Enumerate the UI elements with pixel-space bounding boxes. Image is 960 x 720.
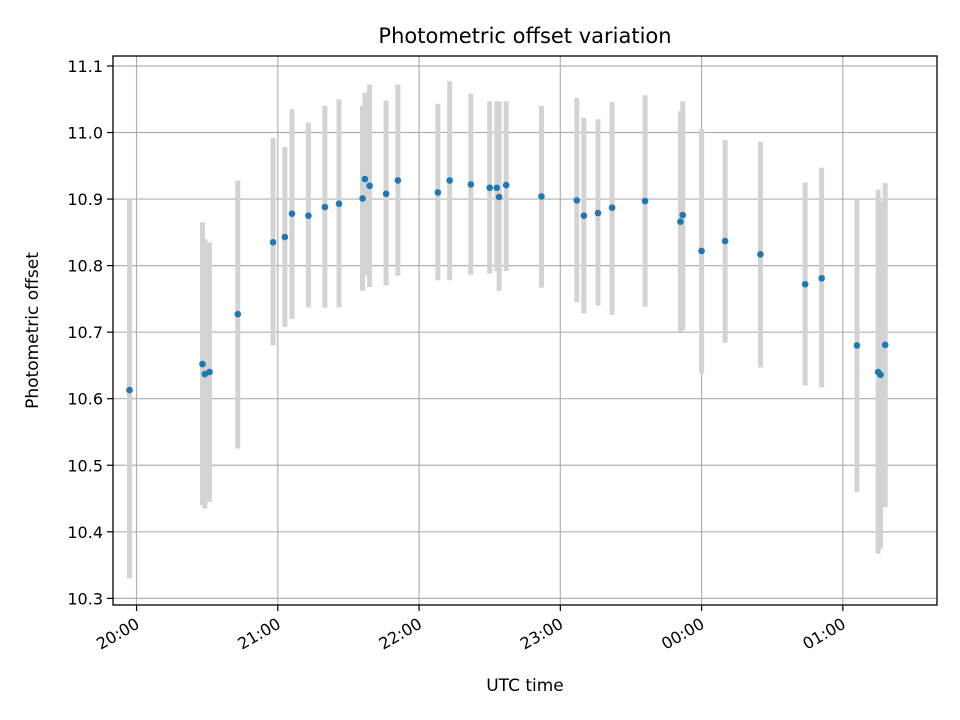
y-tick-label: 10.5 bbox=[67, 456, 103, 475]
x-tick-label: 21:00 bbox=[234, 614, 283, 654]
data-point bbox=[502, 181, 510, 189]
data-point bbox=[580, 212, 588, 220]
data-point bbox=[594, 209, 602, 217]
data-point bbox=[493, 184, 501, 192]
data-point bbox=[321, 203, 329, 211]
data-point bbox=[126, 386, 133, 394]
data-point bbox=[394, 177, 402, 184]
x-tick-label: 23:00 bbox=[517, 614, 566, 654]
y-tick-label: 10.7 bbox=[67, 323, 103, 342]
data-point bbox=[677, 218, 684, 225]
data-point bbox=[467, 181, 475, 188]
data-point bbox=[269, 239, 277, 246]
x-tick-label: 22:00 bbox=[376, 614, 425, 654]
data-point bbox=[495, 193, 503, 201]
data-point bbox=[679, 211, 687, 219]
y-tick-label: 10.3 bbox=[67, 589, 103, 608]
x-tick-label: 20:00 bbox=[93, 614, 142, 654]
y-tick-label: 10.6 bbox=[67, 390, 103, 409]
data-point bbox=[877, 371, 884, 379]
data-point bbox=[288, 210, 296, 218]
x-tick-label: 00:00 bbox=[658, 614, 707, 654]
y-tick-label: 11.0 bbox=[67, 124, 103, 143]
plot-frame bbox=[112, 55, 938, 606]
y-tick-label: 10.4 bbox=[67, 523, 103, 542]
data-point bbox=[234, 310, 242, 318]
data-point bbox=[335, 200, 343, 208]
data-point bbox=[853, 342, 861, 349]
y-axis-label: Photometric offset bbox=[23, 252, 43, 409]
data-point bbox=[698, 247, 705, 255]
data-point bbox=[641, 197, 649, 205]
data-point bbox=[757, 251, 764, 258]
data-point bbox=[199, 360, 206, 368]
errorbar-layer bbox=[126, 81, 888, 579]
data-point bbox=[382, 190, 390, 198]
y-tick-label: 11.1 bbox=[67, 57, 103, 76]
x-tick-label: 01:00 bbox=[799, 614, 848, 654]
data-point bbox=[721, 237, 729, 245]
data-point bbox=[608, 204, 616, 212]
data-point bbox=[305, 212, 312, 220]
data-point bbox=[801, 280, 809, 288]
tick-layer: 20:00 21:00 22:00 23:00 00:00 01:00 10.3 10.4 10… bbox=[67, 57, 848, 654]
data-point bbox=[366, 182, 373, 190]
data-point bbox=[359, 195, 366, 202]
data-point bbox=[206, 368, 213, 376]
x-axis-label: UTC time bbox=[486, 676, 564, 696]
data-point bbox=[486, 184, 493, 192]
data-point bbox=[434, 189, 442, 196]
chart-title: Photometric offset variation bbox=[378, 24, 671, 48]
y-tick-label: 10.9 bbox=[67, 190, 103, 209]
data-point bbox=[538, 193, 545, 200]
point-layer bbox=[126, 175, 889, 394]
data-point bbox=[281, 233, 289, 241]
y-tick-label: 10.8 bbox=[67, 257, 103, 276]
data-point bbox=[573, 197, 581, 204]
data-point bbox=[881, 341, 889, 349]
data-point bbox=[361, 175, 369, 183]
data-point bbox=[446, 177, 453, 184]
data-point bbox=[818, 274, 825, 282]
